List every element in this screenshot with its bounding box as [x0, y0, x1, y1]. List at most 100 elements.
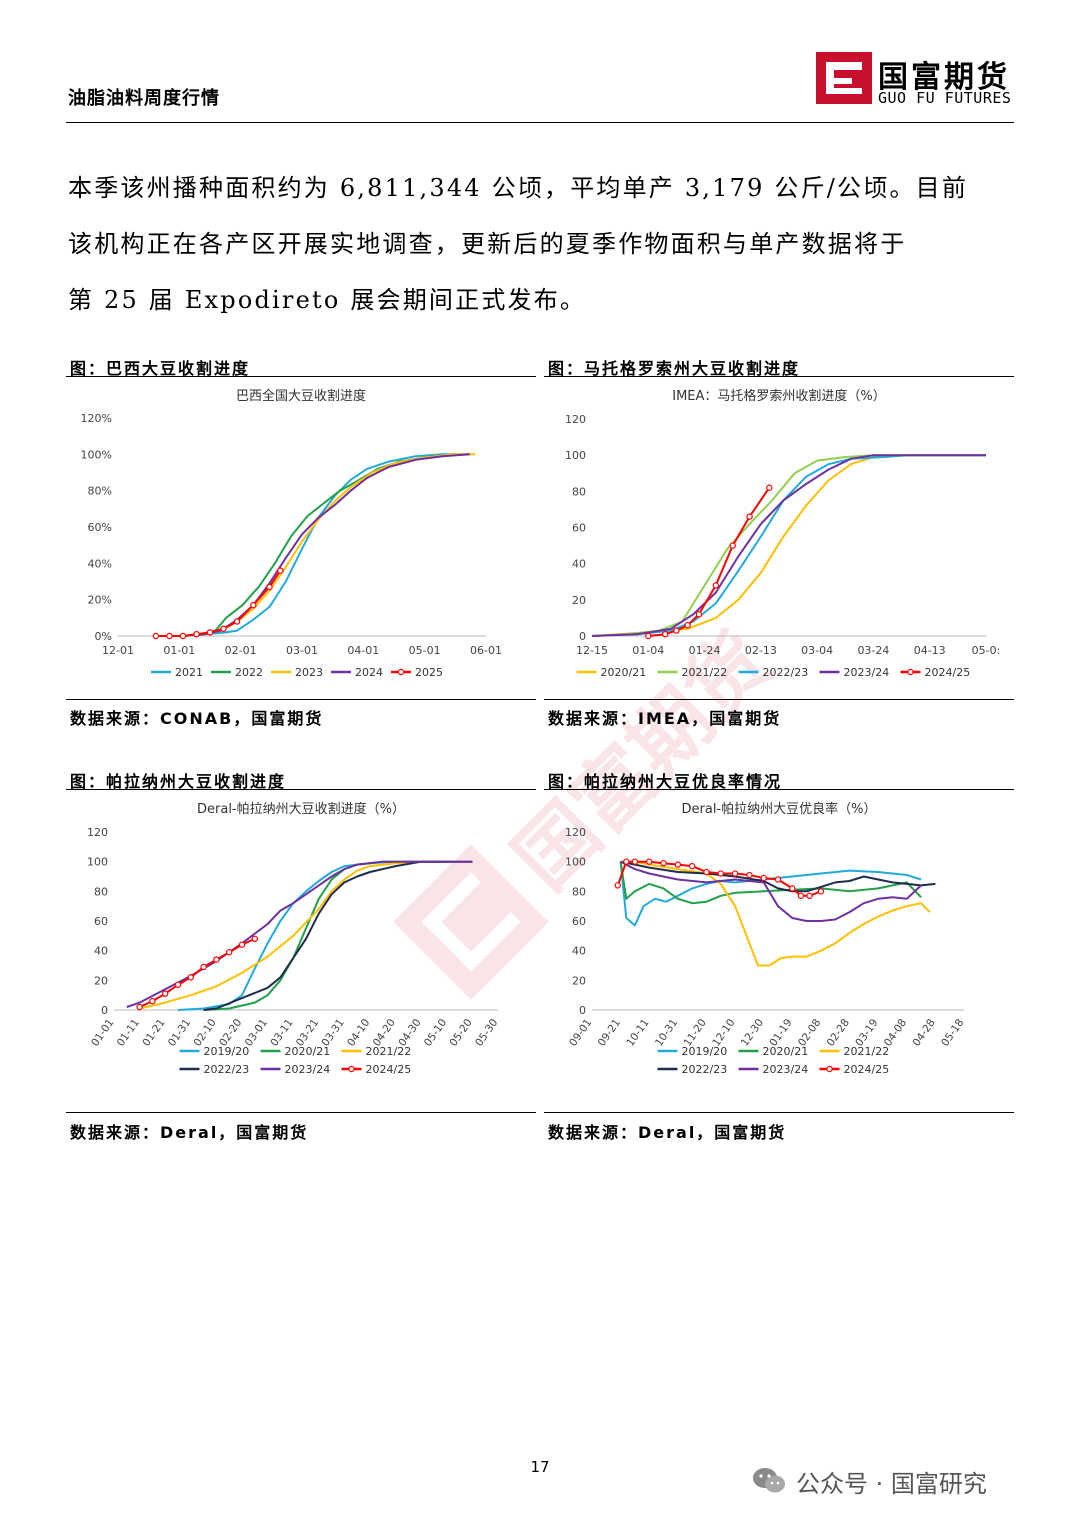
y-tick-label: 40% [88, 557, 112, 570]
x-tick-label: 03-11 [268, 1017, 295, 1049]
x-tick-label: 12-30 [739, 1017, 766, 1049]
y-tick-label: 20 [572, 974, 586, 987]
y-tick-label: 100 [565, 856, 586, 869]
wechat-icon [753, 1468, 785, 1493]
x-tick-label: 02-13 [745, 644, 777, 657]
x-tick-label: 11-20 [682, 1017, 709, 1049]
x-tick-label: 05-20 [448, 1017, 475, 1049]
series-point [703, 868, 710, 876]
wechat-account-label: 公众号 · 国富研究 [796, 1470, 987, 1498]
series-line [619, 861, 922, 905]
series-point [674, 861, 682, 868]
series-point [174, 981, 182, 988]
legend-marker [907, 668, 914, 676]
x-tick-label: 01-01 [89, 1017, 116, 1049]
series-point [193, 630, 200, 638]
series-line [182, 453, 470, 637]
paragraph-line: 该机构正在各产区开展实地调查，更新后的夏季作物面积与单产数据将于 [68, 230, 907, 258]
chart-parana-harvest: Deral-帕拉纳州大豆收割进度（%）02040608010012001-010… [87, 801, 500, 1076]
x-tick-label: 02-10 [192, 1017, 219, 1049]
y-tick-label: 0 [579, 630, 586, 643]
series-point [220, 625, 227, 632]
chart-brazil-harvest: 巴西全国大豆收割进度 0% 20% 40% 60% 80% 100% 120% 12-01 01-… [81, 388, 502, 679]
y-tick-label: 60% [88, 521, 112, 534]
series-point [646, 858, 653, 865]
series-line [620, 860, 922, 922]
legend-label: 2019/20 [204, 1045, 250, 1058]
x-tick-label: 04-30 [396, 1017, 423, 1049]
series-line [182, 453, 476, 637]
series-line [203, 860, 473, 1011]
series-point [817, 888, 825, 895]
chart-mato-grosso-harvest: IMEA：马托格罗索州收割进度（%） 0 20 40 60 80 100 120 12-15 01… [565, 388, 1001, 679]
figure-top-rule [544, 376, 1014, 377]
series-point [731, 870, 739, 877]
x-tick-label: 05-10 [422, 1017, 449, 1049]
y-tick-label: 80 [572, 485, 586, 498]
series-line [591, 454, 986, 637]
series-line [182, 453, 470, 637]
series-line [620, 860, 931, 967]
legend-marker [826, 1065, 833, 1073]
series-point [166, 632, 173, 640]
body-paragraph: 本季该州播种面积约为 6,811,344 公顷，平均单产 3,179 公斤/公顷… [68, 160, 1018, 328]
x-tick-label: 06-01 [470, 644, 502, 657]
chart-parana-condition: Deral-帕拉纳州大豆优良率（%） 0 20 40 60 80 100 120 09-01 09… [565, 801, 966, 1076]
x-tick-label: 02-01 [225, 644, 257, 657]
x-tick-label: 05-0: [972, 644, 1001, 657]
company-logo: 国富期货 GUO FU FUTURES [816, 52, 1016, 110]
series-line [155, 570, 282, 637]
figure-source: 数据来源：CONAB，国富期货 [70, 709, 324, 728]
legend-label: 2020/21 [285, 1045, 331, 1058]
chart-title: IMEA：马托格罗索州收割进度（%） [672, 388, 886, 404]
figure-top-rule [66, 789, 536, 790]
y-tick-label: 120 [87, 826, 108, 839]
legend-label: 2025 [415, 666, 443, 679]
legend-label: 2021 [175, 666, 203, 679]
series-point [746, 513, 753, 520]
y-tick-label: 60 [94, 915, 108, 928]
y-tick-label: 80% [88, 485, 112, 498]
y-tick-label: 0% [95, 630, 112, 643]
y-tick-label: 100 [565, 449, 586, 462]
series-point [161, 990, 169, 997]
legend-label: 2023 [295, 666, 323, 679]
chart-title: 巴西全国大豆收割进度 [236, 388, 366, 404]
series-point [225, 948, 233, 956]
x-tick-label: 05-01 [409, 644, 441, 657]
x-tick-label: 05-18 [939, 1017, 966, 1049]
x-tick-label: 04-08 [882, 1017, 909, 1049]
series-point [806, 892, 813, 899]
paragraph-line: 第 25 届 Expodireto 展会期间正式发布。 [68, 286, 587, 314]
legend-label: 2021/22 [682, 666, 728, 679]
logo-english: GUO FU FUTURES [878, 89, 1012, 107]
y-tick-label: 40 [572, 558, 586, 571]
legend-label: 2023/24 [285, 1063, 331, 1076]
page-number: 17 [530, 1458, 550, 1476]
legend-label: 2022 [235, 666, 263, 679]
x-tick-label: 01-04 [632, 644, 664, 657]
x-tick-label: 01-21 [140, 1017, 167, 1049]
legend-label: 2019/20 [682, 1045, 728, 1058]
y-tick-label: 120% [81, 412, 112, 425]
x-tick-label: 03-01 [243, 1017, 270, 1049]
figure-caption: 图：帕拉纳州大豆收割进度 [70, 772, 287, 791]
series-point [179, 632, 187, 640]
series-point [187, 974, 195, 981]
x-tick-label: 12-10 [710, 1017, 737, 1049]
x-tick-label: 02-28 [825, 1017, 852, 1049]
legend-label: 2023/24 [763, 1063, 809, 1076]
figure-source: 数据来源：Deral，国富期货 [70, 1123, 309, 1142]
x-tick-label: 03-21 [294, 1017, 321, 1049]
logo-chinese: 国富期货 [878, 60, 1010, 95]
x-tick-label: 04-20 [371, 1017, 398, 1049]
figure-bottom-rule [66, 699, 536, 700]
legend-label: 2024 [355, 666, 383, 679]
figure-source: 数据来源：Deral，国富期货 [548, 1123, 787, 1142]
y-tick-label: 80 [94, 885, 108, 898]
legend-label: 2024/25 [925, 666, 971, 679]
y-tick-label: 20 [572, 594, 586, 607]
series-line [139, 937, 256, 1008]
figure-caption: 图：帕拉纳州大豆优良率情况 [548, 772, 783, 791]
x-tick-label: 09-21 [596, 1017, 623, 1049]
